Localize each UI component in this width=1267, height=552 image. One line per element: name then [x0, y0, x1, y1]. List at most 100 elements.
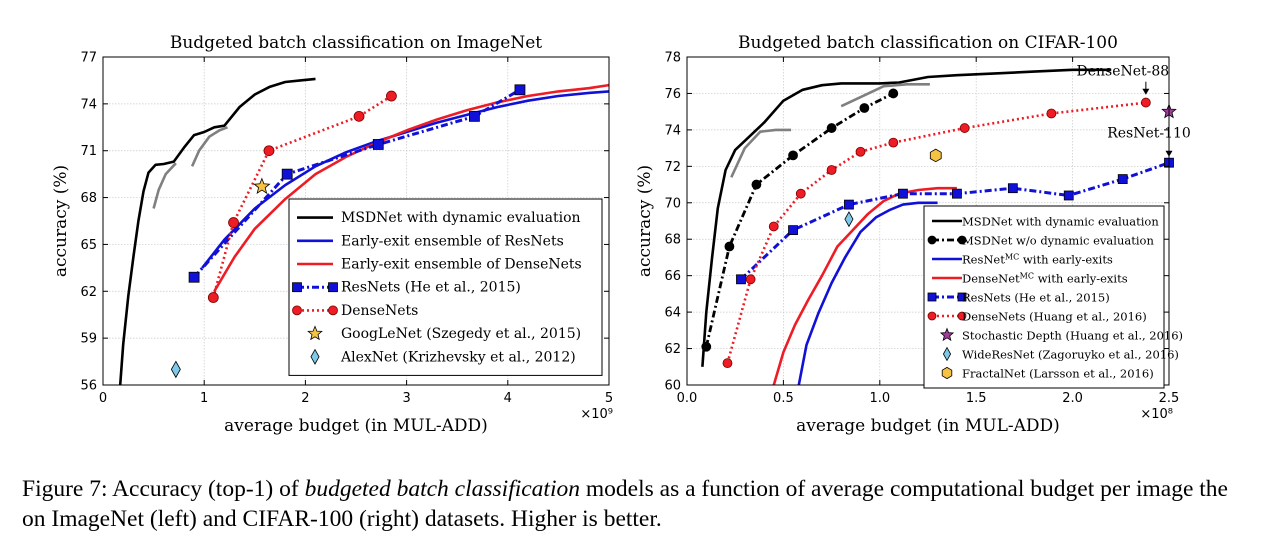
y-tick-label: 68: [664, 233, 681, 248]
legend-item-3: ResNets (He et al., 2015): [292, 280, 521, 296]
data-point-7-0: [722, 358, 733, 369]
legend-label: DenseNetMC with early-exits: [962, 271, 1128, 286]
data-point-5-4: [514, 84, 526, 96]
x-tick-label: 1.5: [966, 391, 987, 406]
annotation-0: DenseNet-88: [1077, 64, 1169, 95]
annotation-arrowhead: [1142, 88, 1150, 95]
data-point-5-2: [372, 139, 384, 150]
data-point-6-7: [1117, 174, 1128, 184]
caption-suffix: models as a function of average computat…: [22, 476, 1228, 532]
chart-title: Budgeted batch classification on CIFAR-1…: [738, 33, 1118, 53]
plot-frame: [102, 56, 610, 386]
data-point-5-0: [188, 271, 200, 283]
legend-label: AlexNet (Krizhevsky et al., 2012): [340, 349, 576, 365]
legend-item-4: DenseNets: [292, 303, 418, 319]
legend-label: WideResNet (Zagoruyko et al., 2016): [962, 348, 1179, 362]
data-point-7-2: [768, 221, 779, 232]
legend-marker: [941, 366, 953, 380]
data-point-7-7: [959, 123, 970, 133]
data-point-5-1: [281, 168, 293, 180]
caption-prefix: Figure 7: Accuracy (top-1) of: [22, 476, 305, 502]
data-point-6-1: [228, 217, 239, 228]
data-point-6-0: [207, 292, 219, 303]
legend-label: Early-exit ensemble of ResNets: [341, 233, 564, 249]
figure: 0 1 2 3 4 5 56 59 62 65 68 71 74 77 ×10⁹ Budgeted batch…: [51, 33, 1191, 436]
legend: MSDNet with dynamic evaluation Early-exit…: [288, 198, 603, 376]
legend-label: Stochastic Depth (Huang et al., 2016): [962, 329, 1183, 343]
y-tick-label: 77: [80, 51, 97, 66]
series-line-0: [701, 68, 1112, 367]
legend-marker: [310, 348, 320, 365]
x-tick-label: 0: [99, 391, 107, 406]
data-point-6-1: [788, 225, 798, 236]
series-line-2: [840, 83, 930, 108]
markers: [701, 88, 1177, 369]
legend-marker: [307, 325, 323, 341]
data-point-6-2: [263, 145, 275, 157]
legend-item-0: MSDNet with dynamic evaluation: [932, 215, 1159, 229]
data-point-3-6: [888, 88, 899, 99]
x-axis-label: average budget (in MUL-ADD): [796, 416, 1060, 436]
x-tick-label: 5: [605, 391, 613, 406]
legend-item-8: FractalNet (Larsson et al., 2016): [941, 366, 1154, 381]
data-point-7-5: [855, 146, 866, 157]
legend-marker: [939, 327, 955, 342]
y-tick-label: 60: [664, 379, 681, 394]
figure-caption: Figure 7: Accuracy (top-1) of budgeted b…: [22, 474, 1247, 534]
y-axis-label: accuracy (%): [51, 165, 71, 277]
series-line-4: [797, 201, 938, 385]
legend-item-5: GoogLeNet (Szegedy et al., 2015): [307, 325, 581, 342]
data-point-3-0: [701, 341, 712, 352]
legend-label: ResNetMC with early-exits: [962, 252, 1113, 267]
legend-marker: [927, 292, 937, 302]
legend-item-2: Early-exit ensemble of DenseNets: [297, 257, 582, 273]
caption-emphasis: budgeted batch classification: [304, 476, 580, 502]
y-tick-label: 64: [664, 306, 681, 321]
y-tick-label: 71: [80, 144, 97, 159]
y-tick-label: 72: [664, 160, 681, 175]
x-tick-label: 3: [402, 391, 410, 406]
y-tick-label: 74: [664, 123, 681, 138]
legend-marker: [957, 292, 967, 302]
legend-marker: [292, 305, 302, 316]
series-line-3: [201, 90, 609, 269]
x-multiplier: ×10⁸: [1140, 407, 1173, 422]
legend-item-7: WideResNet (Zagoruyko et al., 2016): [942, 346, 1179, 362]
legend-item-3: DenseNetMC with early-exits: [932, 271, 1128, 286]
legend-marker: [292, 282, 302, 293]
legend-label: DenseNets (Huang et al., 2016): [962, 310, 1147, 324]
legend-label: FractalNet (Larsson et al., 2016): [962, 367, 1154, 381]
y-tick-label: 65: [80, 238, 97, 253]
plot-area: [118, 77, 609, 385]
y-tick-label: 62: [664, 342, 681, 357]
legend-label: Early-exit ensemble of DenseNets: [341, 257, 582, 273]
x-tick-label: 0.0: [677, 391, 698, 406]
data-point-3-5: [859, 103, 870, 113]
data-point-5-3: [469, 110, 480, 122]
legend-marker: [957, 311, 967, 321]
x-tick-label: 2.0: [1062, 391, 1083, 406]
chart-panel-1: 0.0 0.5 1.0 1.5 2.0 2.5 60 62 64 66 68 70 72 74 76 78 ×1…: [635, 33, 1191, 436]
annotation-arrowhead: [1165, 150, 1173, 157]
x-axis-label: average budget (in MUL-ADD): [224, 416, 488, 436]
y-tick-label: 78: [664, 51, 681, 66]
legend-item-4: ResNets (He et al., 2015): [927, 291, 1110, 305]
y-axis-label: accuracy (%): [635, 165, 655, 277]
legend-marker: [328, 282, 338, 293]
legend-box: [288, 198, 603, 376]
y-tick-label: 62: [80, 285, 97, 300]
x-tick-label: 2.5: [1159, 391, 1180, 406]
x-multiplier: ×10⁹: [580, 407, 613, 422]
legend-label: GoogLeNet (Szegedy et al., 2015): [341, 326, 581, 342]
legend: MSDNet with dynamic evaluation MSDNet w/o…: [923, 205, 1183, 389]
series-line-7: [726, 101, 1147, 364]
x-tick-label: 1.0: [869, 391, 890, 406]
series-line-1: [730, 128, 792, 178]
y-tick-label: 74: [80, 97, 97, 112]
data-point-6-4: [952, 188, 962, 199]
data-point-6-5: [1007, 183, 1018, 194]
legend-marker: [927, 311, 937, 321]
data-point-8-0: [170, 360, 181, 379]
y-tick-label: 76: [664, 87, 681, 102]
series-line-2: [190, 126, 228, 167]
